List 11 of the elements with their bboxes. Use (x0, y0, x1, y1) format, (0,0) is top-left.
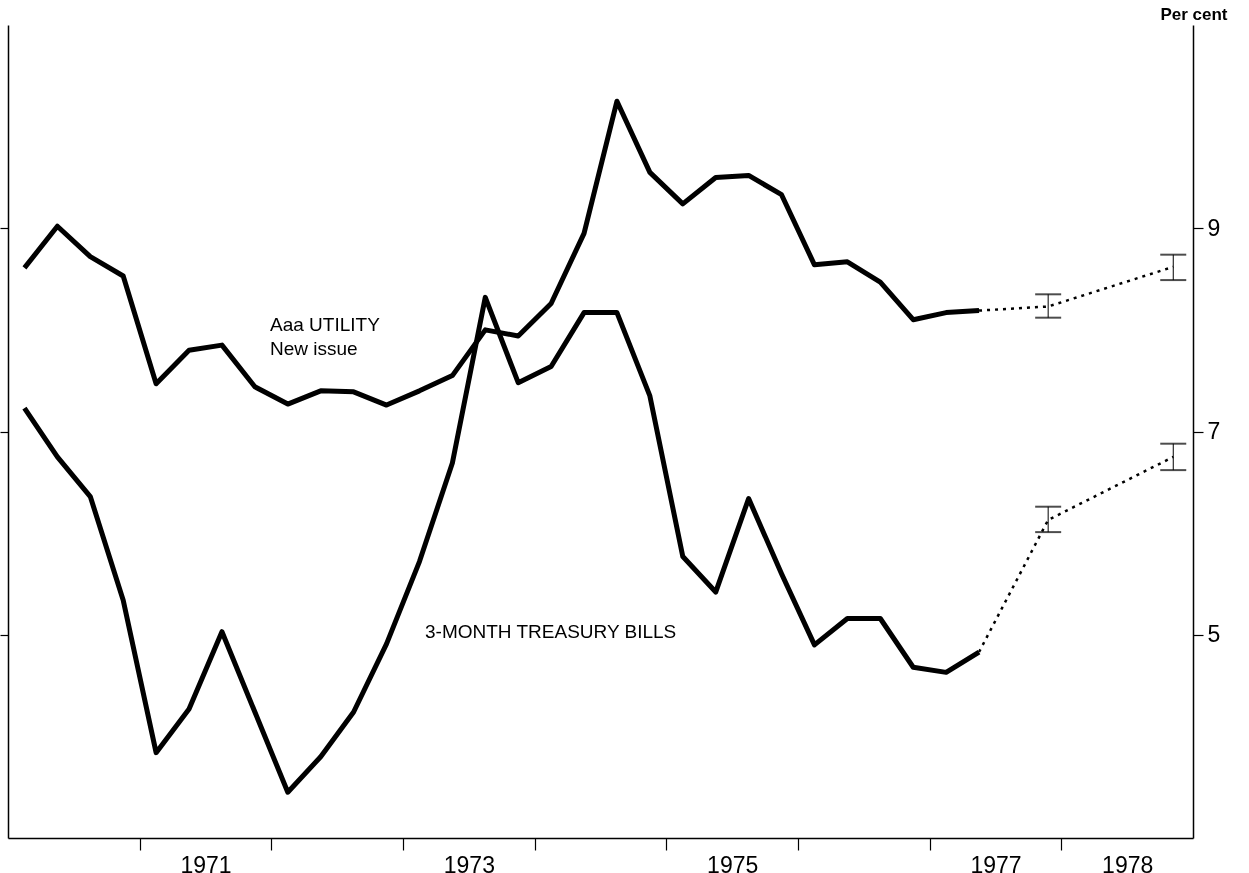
y-tick-label: 7 (1207, 418, 1221, 444)
x-tick-label: 1977 (970, 851, 1022, 873)
series-label: 3-MONTH TREASURY BILLS (425, 621, 677, 642)
y-tick-label: 9 (1207, 214, 1221, 241)
x-tick-label: 1973 (443, 851, 495, 873)
series-label: Aaa UTILITY New issue (270, 314, 381, 359)
y-tick-label: 5 (1207, 621, 1221, 648)
x-tick-label: 1971 (180, 851, 232, 873)
x-tick-label: 1975 (707, 851, 759, 873)
y-axis-title: Per cent (1160, 4, 1228, 24)
x-tick-label: 1978 (1102, 851, 1154, 873)
